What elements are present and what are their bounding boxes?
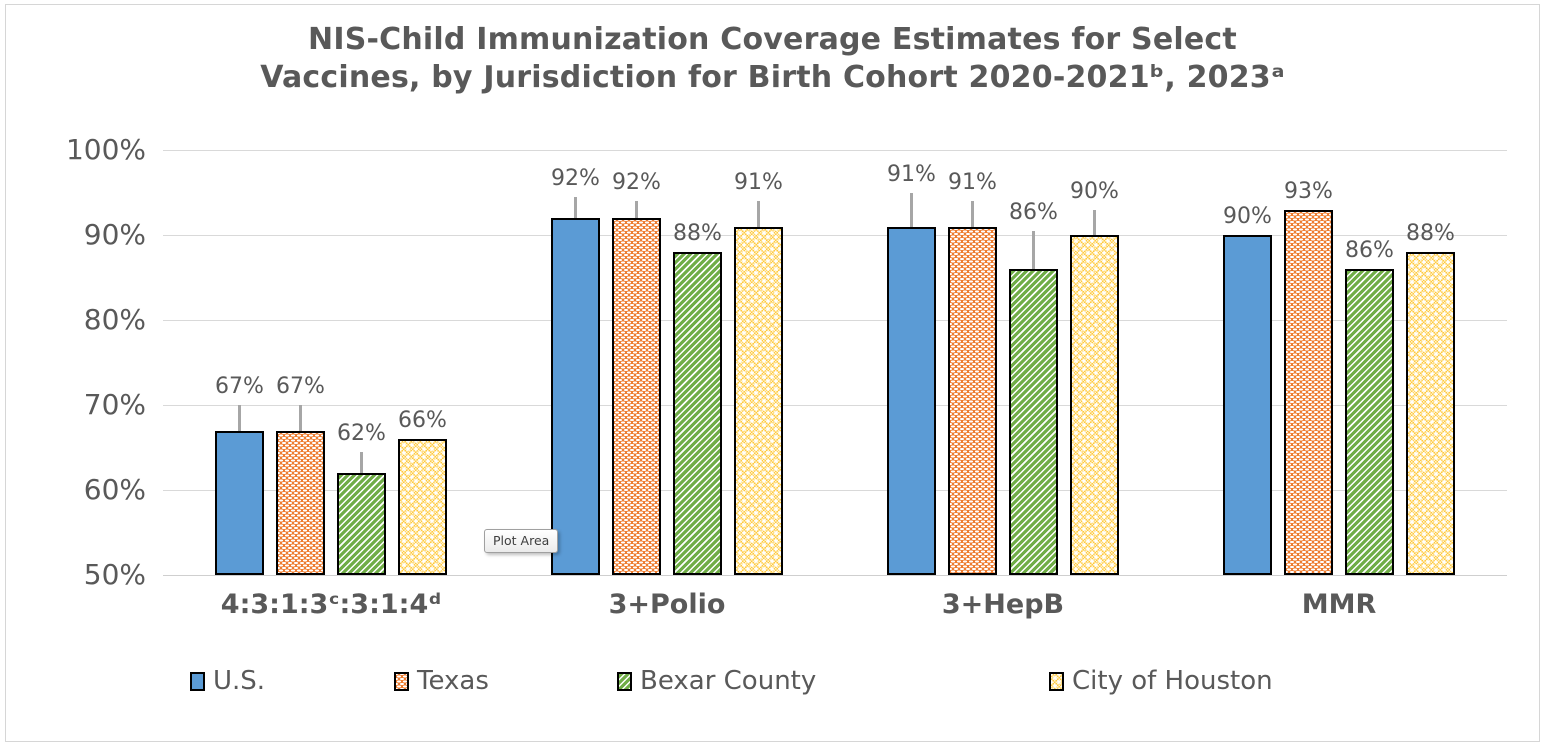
data-label: 91% [948,170,997,195]
data-label: 92% [551,165,600,191]
bar-u-s-4[interactable] [1223,235,1272,575]
legend-item-u-s[interactable]: U.S. [190,662,265,700]
data-label: 67% [276,374,325,399]
legend-label: Texas [417,666,489,696]
bar-bexar-county-2[interactable] [673,252,722,575]
y-axis-tick-label: 70% [83,388,146,421]
data-label: 88% [673,221,722,246]
x-axis-category-label: 3+Polio [608,589,726,620]
data-label: 90% [1223,204,1272,229]
x-axis-labels: 4:3:1:3ᶜ:3:1:4ᵈ 3+Polio 3+HepB MMR [163,589,1507,629]
data-label: 66% [398,408,447,433]
chart-title[interactable]: NIS-Child Immunization Coverage Estimate… [0,21,1545,97]
data-label: 62% [337,420,386,446]
data-label: 86% [1345,238,1394,263]
bar-texas-2[interactable] [612,218,661,575]
y-axis-tick-label: 50% [83,558,146,591]
plot-area[interactable]: 100% 90% 80% 70% 60% 50% 67% 67% 62% 66% 92% 92% 88%… [66,133,1507,591]
x-axis-category-label: 3+HepB [941,589,1065,620]
y-axis-tick-label: 60% [83,473,146,506]
data-label: 88% [1406,221,1455,246]
bar-city-of-houston-3[interactable] [1070,235,1119,575]
data-label: 91% [887,161,936,187]
x-axis-category-label: 4:3:1:3ᶜ:3:1:4ᵈ [220,589,442,620]
chart-title-line1: NIS-Child Immunization Coverage Estimate… [308,22,1237,57]
legend-swatch-icon [1049,671,1064,691]
chart-title-line2: Vaccines, by Jurisdiction for Birth Coho… [260,60,1285,95]
y-axis-tick-label: 80% [83,303,146,336]
error-bar [971,201,974,227]
legend-item-bexar-county[interactable]: Bexar County [617,662,816,700]
error-bar [360,451,363,473]
gridline [163,320,1507,321]
bar-bexar-county-3[interactable] [1009,269,1058,575]
bar-bexar-county-4[interactable] [1345,269,1394,575]
error-bar [757,201,760,227]
bar-city-of-houston-1[interactable] [398,439,447,575]
legend-label: Bexar County [640,666,817,696]
error-bar [635,201,638,218]
bar-texas-3[interactable] [948,226,997,575]
plot-area-tooltip: Plot Area [484,529,559,553]
error-bar [910,192,913,227]
bar-u-s-1[interactable] [215,430,264,575]
bar-city-of-houston-2[interactable] [734,226,783,575]
legend-swatch-icon [190,671,205,691]
bar-texas-1[interactable] [276,430,325,575]
legend: U.S. Texas Bexar County City of Houston [0,662,1545,702]
bar-u-s-3[interactable] [887,226,936,575]
y-axis-tick-label: 100% [65,133,146,166]
bar-texas-4[interactable] [1284,209,1333,575]
y-axis-tick-label: 90% [83,218,146,251]
error-bar [299,405,302,431]
gridline [163,150,1507,151]
legend-item-texas[interactable]: Texas [394,662,489,700]
gridline [163,235,1507,236]
gridline [163,405,1507,406]
x-axis-line [163,575,1507,576]
legend-swatch-icon [394,671,409,691]
bar-city-of-houston-4[interactable] [1406,252,1455,575]
data-label: 67% [215,374,264,399]
legend-label: U.S. [213,666,266,696]
error-bar [1093,209,1096,235]
bar-bexar-county-1[interactable] [337,473,386,575]
gridline [163,490,1507,491]
bar-u-s-2[interactable] [551,218,600,575]
data-label: 90% [1070,178,1119,204]
data-label: 86% [1009,199,1058,225]
error-bar [574,196,577,218]
data-label: 92% [612,170,661,195]
error-bar [1032,230,1035,269]
legend-swatch-icon [617,671,632,691]
x-axis-category-label: MMR [1301,589,1377,620]
legend-label: City of Houston [1072,666,1273,696]
legend-item-city-of-houston[interactable]: City of Houston [1049,662,1273,700]
error-bar [238,405,241,431]
data-label: 91% [734,170,783,195]
data-label: 93% [1284,178,1333,204]
